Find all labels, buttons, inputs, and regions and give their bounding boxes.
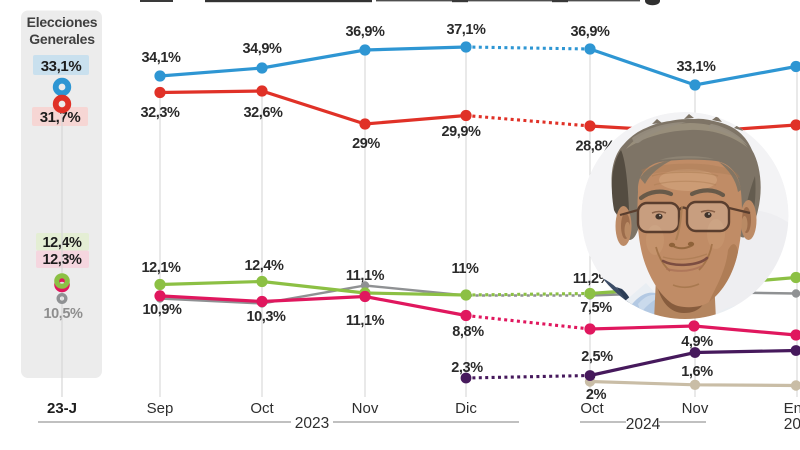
svg-text:11%: 11% xyxy=(451,261,479,277)
svg-text:12,4%: 12,4% xyxy=(244,258,284,274)
svg-text:32,6%: 32,6% xyxy=(243,105,283,121)
svg-text:11,1%: 11,1% xyxy=(346,268,385,284)
svg-text:11,1%: 11,1% xyxy=(346,313,385,329)
svg-text:Nov: Nov xyxy=(352,400,379,417)
svg-text:36,9%: 36,9% xyxy=(345,24,385,40)
svg-text:34,1%: 34,1% xyxy=(141,50,181,66)
svg-text:1,6%: 1,6% xyxy=(681,364,713,380)
svg-text:2025: 2025 xyxy=(784,416,800,433)
svg-text:Sep: Sep xyxy=(147,400,174,417)
svg-text:31,7%: 31,7% xyxy=(40,109,81,126)
svg-text:34,9%: 34,9% xyxy=(242,41,282,57)
svg-text:10,5%: 10,5% xyxy=(43,306,83,322)
svg-text:7,5%: 7,5% xyxy=(580,300,612,316)
svg-text:8,8%: 8,8% xyxy=(452,324,484,340)
svg-text:33,1%: 33,1% xyxy=(41,58,82,75)
svg-text:2,3%: 2,3% xyxy=(451,360,483,376)
svg-text:Ene: Ene xyxy=(784,400,800,417)
svg-text:23-J: 23-J xyxy=(47,400,77,417)
svg-text:2024: 2024 xyxy=(626,416,661,433)
svg-text:2,5%: 2,5% xyxy=(581,349,613,365)
svg-text:Dic: Dic xyxy=(455,400,477,417)
svg-text:29,9%: 29,9% xyxy=(441,124,481,140)
svg-text:36,9%: 36,9% xyxy=(570,24,610,40)
svg-text:Nov: Nov xyxy=(682,400,709,417)
svg-text:29%: 29% xyxy=(352,136,380,152)
svg-text:10,9%: 10,9% xyxy=(142,302,182,318)
svg-text:Oct: Oct xyxy=(580,400,604,417)
svg-text:37,1%: 37,1% xyxy=(446,22,486,38)
svg-text:Elecciones: Elecciones xyxy=(27,14,98,30)
svg-text:12,1%: 12,1% xyxy=(141,260,181,276)
svg-text:33,1%: 33,1% xyxy=(676,59,716,75)
svg-text:Oct: Oct xyxy=(250,400,274,417)
svg-text:32,3%: 32,3% xyxy=(140,105,180,121)
svg-text:Generales: Generales xyxy=(29,31,95,47)
svg-text:2%: 2% xyxy=(586,387,607,403)
svg-text:4,9%: 4,9% xyxy=(681,334,713,350)
svg-text:2023: 2023 xyxy=(295,415,329,432)
svg-text:10,3%: 10,3% xyxy=(246,309,286,325)
